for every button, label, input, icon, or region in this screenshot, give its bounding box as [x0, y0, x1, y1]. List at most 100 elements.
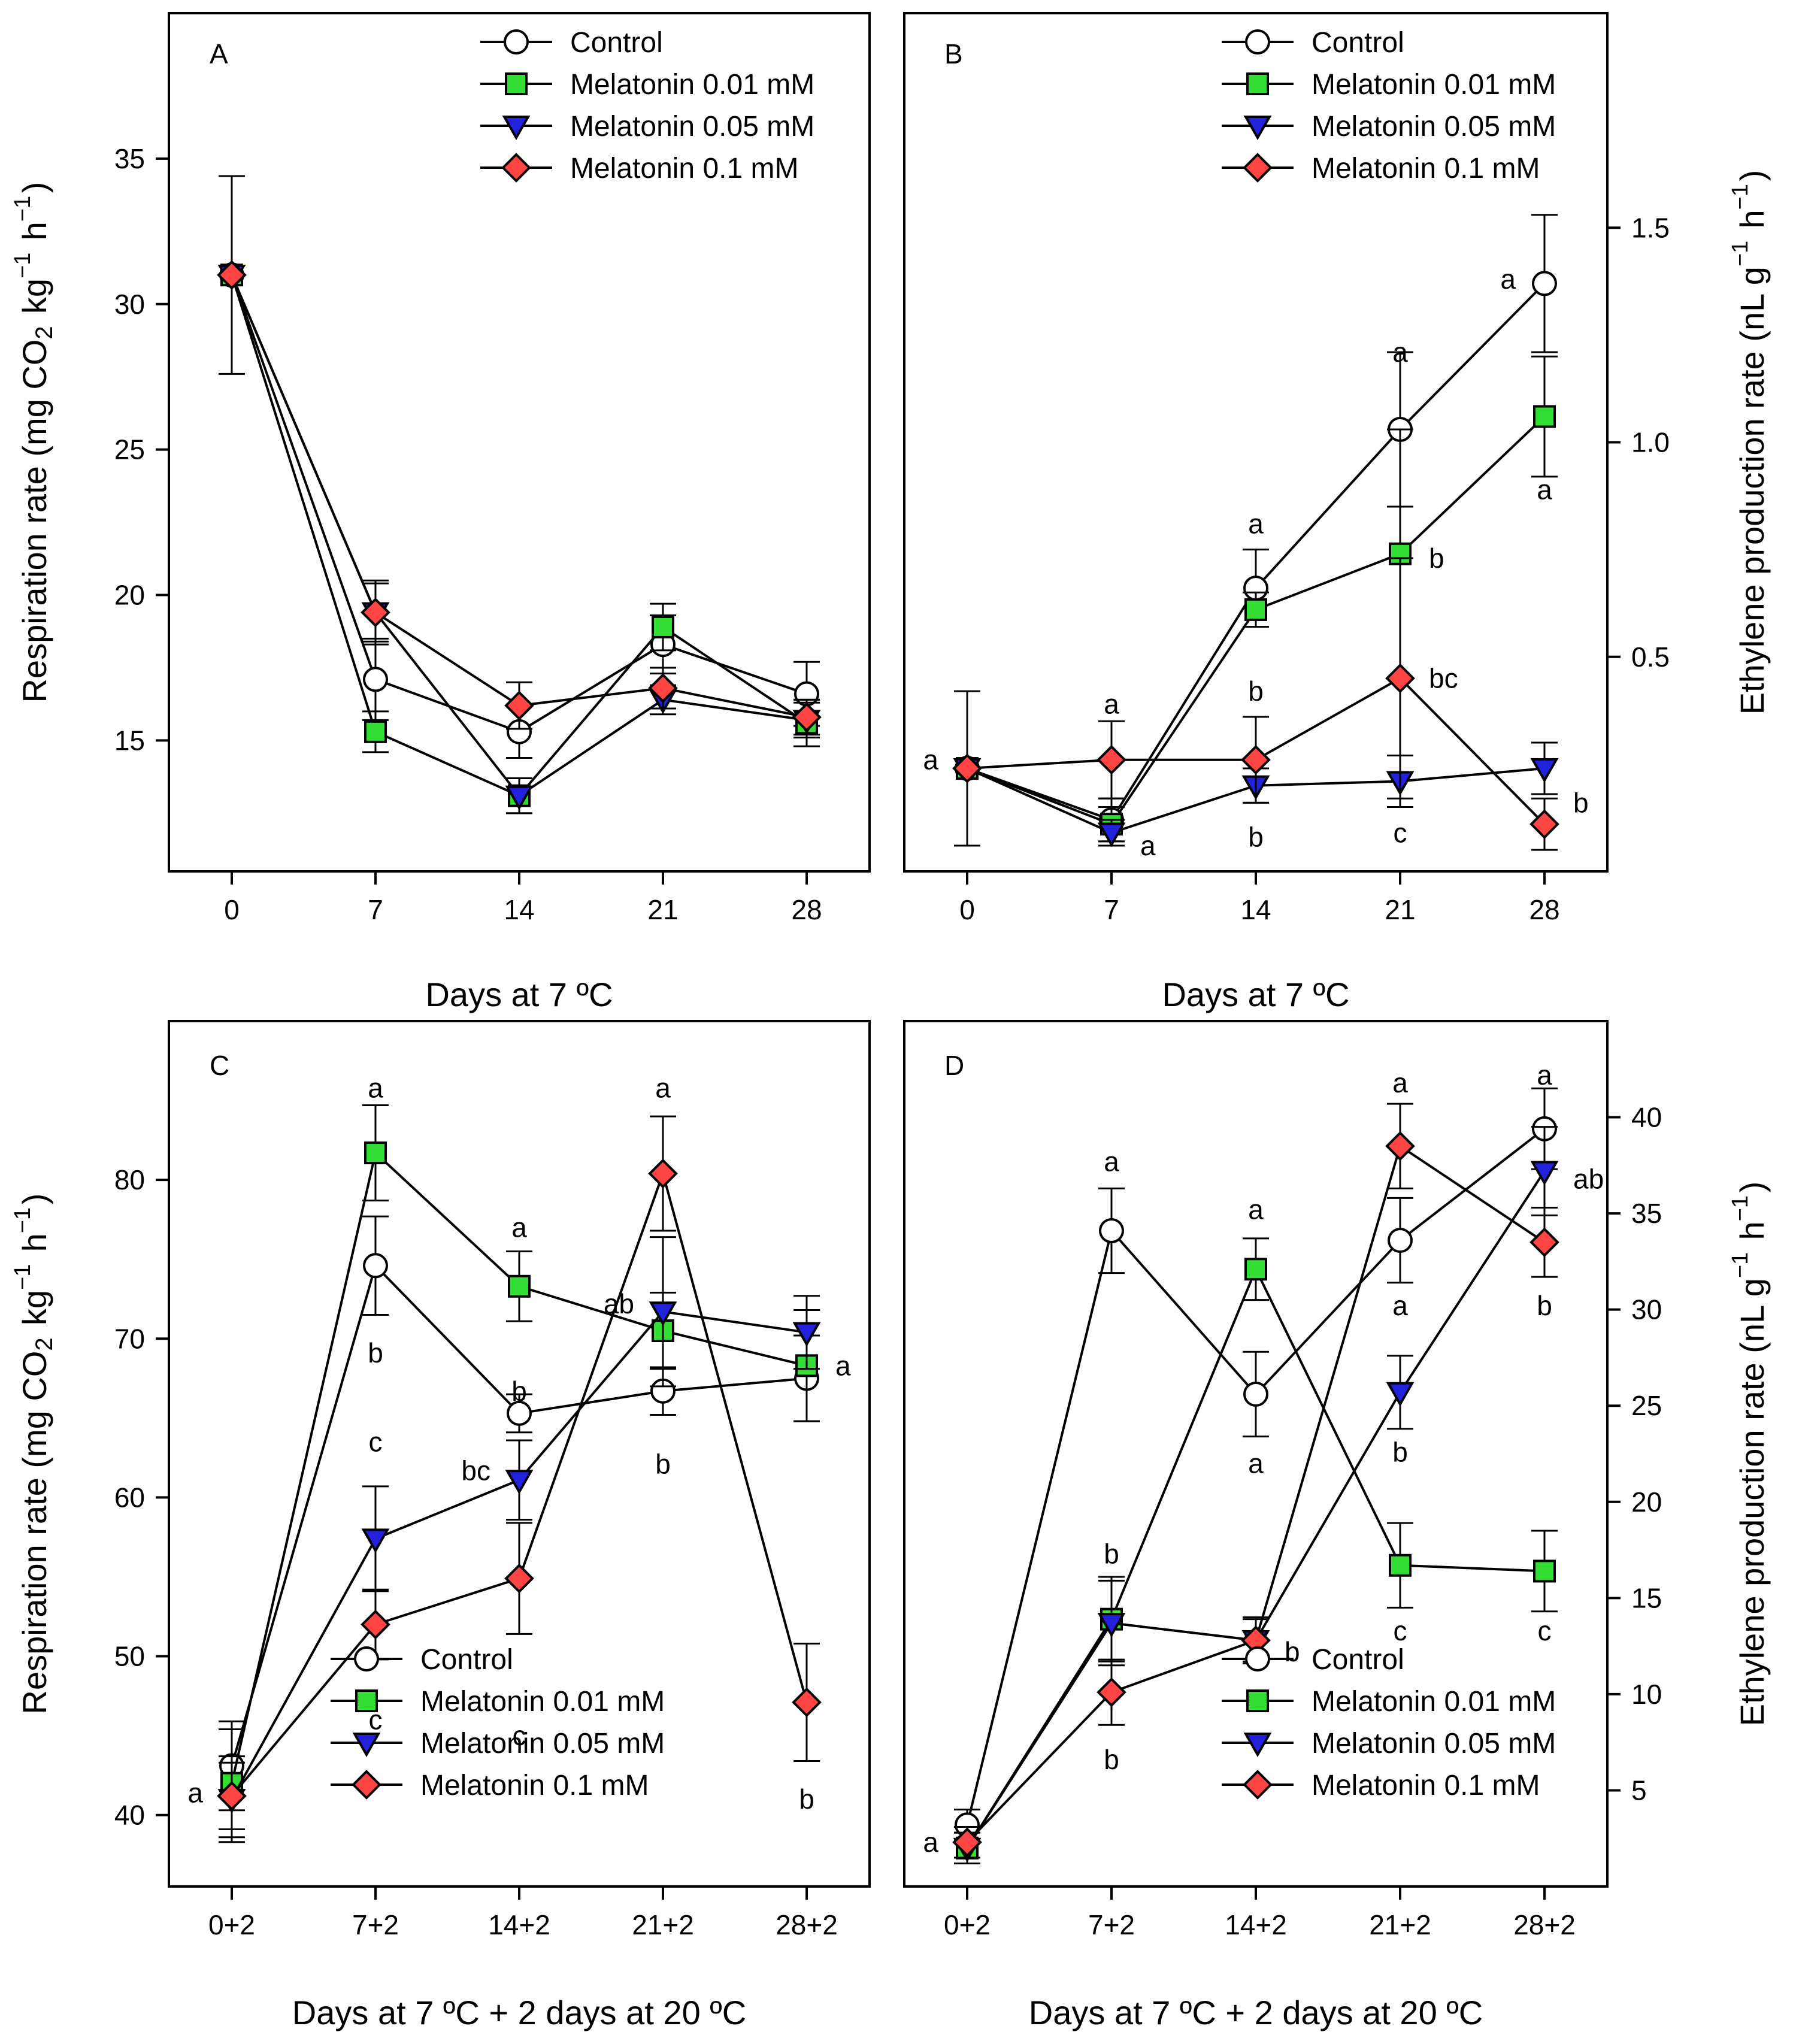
axis-title-part: 2 — [31, 1337, 57, 1350]
data-point — [1530, 1161, 1559, 1186]
axis-title-part — [1733, 1240, 1771, 1250]
significance-letter: ab — [1573, 1163, 1604, 1194]
data-point — [361, 1609, 390, 1640]
data-point — [952, 1827, 982, 1857]
data-point — [363, 667, 388, 692]
legend-marker — [352, 1733, 381, 1758]
y-tick-label: 0.5 — [1631, 641, 1670, 673]
data-point — [1241, 744, 1271, 775]
legend-label: Melatonin 0.01 mM — [1312, 1686, 1556, 1718]
data-point — [1386, 1382, 1415, 1407]
legend-marker — [502, 116, 531, 141]
data-point — [1385, 663, 1415, 694]
data-point — [792, 1687, 822, 1718]
significance-letter: b — [1429, 543, 1444, 574]
data-point — [792, 702, 822, 732]
data-point — [952, 753, 982, 783]
significance-letter: a — [187, 1777, 203, 1809]
significance-letter: b — [799, 1783, 814, 1815]
y-tick-label: 50 — [114, 1641, 145, 1672]
axis-title-part: Respiration rate (mg — [16, 1401, 53, 1715]
x-tick-label: 7+2 — [352, 1909, 399, 1940]
axis-title-part: ) — [16, 1194, 53, 1205]
x-tick-label: 7+2 — [1088, 1909, 1135, 1940]
data-point — [649, 1301, 677, 1327]
y-tick-label: 35 — [114, 143, 145, 174]
data-point — [1097, 1613, 1126, 1638]
legend: Control Melatonin 0.01 mM Melatonin 0.05 m… — [331, 1644, 665, 1801]
panel-a: 0 7 14 21 28 15 20 25 30 35 Days at 7 ºC Respiratio… — [10, 12, 871, 1013]
data-point — [1385, 1131, 1415, 1161]
data-point — [1533, 1560, 1556, 1583]
data-point — [1533, 405, 1556, 428]
axis-title-part: g — [1733, 1278, 1771, 1297]
y-tick-label: 1.5 — [1631, 212, 1670, 243]
x-tick-label: 28+2 — [1513, 1909, 1576, 1940]
series-melatonin-0-1-mm — [952, 557, 1559, 851]
legend-label: Melatonin 0.05 mM — [420, 1728, 665, 1760]
legend-marker — [1243, 1770, 1273, 1800]
y-axis-title: Ethylene production rate (nL g−1 h−1 ) — [1728, 170, 1771, 715]
panel-d: 0+2 7+2 14+2 21+2 28+2 5 10 15 20 25 30 35 40 Days at… — [903, 1020, 1771, 2031]
x-tick-label: 0 — [959, 894, 975, 925]
data-point — [364, 720, 387, 743]
data-point — [1243, 1381, 1268, 1407]
legend-marker — [354, 1646, 379, 1671]
x-tick-label: 21 — [647, 894, 678, 925]
significance-letter: a — [1500, 264, 1516, 295]
y-tick-label: 25 — [1631, 1390, 1662, 1421]
legend-label: Control — [570, 27, 663, 59]
axis-title-part: Respiration rate (mg — [16, 390, 53, 703]
y-axis-title: Ethylene production rate (nL g−1 h−1 ) — [1728, 1182, 1771, 1727]
x-tick-label: 21 — [1385, 894, 1415, 925]
significance-letter: b — [1248, 822, 1264, 853]
axis-title-part — [16, 240, 53, 250]
x-tick-label: 0+2 — [208, 1909, 255, 1940]
legend-marker — [1243, 116, 1272, 141]
data-point — [217, 260, 247, 290]
significance-letter: c — [513, 1720, 526, 1751]
panel-label: A — [210, 38, 228, 69]
x-tick-label: 0+2 — [944, 1909, 991, 1940]
data-point — [504, 691, 534, 720]
significance-letter: c — [369, 1427, 383, 1458]
data-point — [1530, 758, 1559, 783]
data-point — [361, 597, 390, 628]
axis-title-part: g — [1733, 267, 1771, 285]
axis-title-part: h — [1733, 1221, 1771, 1240]
data-point — [361, 1528, 390, 1554]
data-point — [1244, 1258, 1267, 1281]
legend-marker — [1243, 153, 1273, 183]
data-point — [1097, 1677, 1126, 1707]
legend-marker — [501, 153, 531, 183]
axis-title-part: ) — [1733, 1182, 1771, 1193]
axis-title-part — [16, 1252, 53, 1261]
significance-letter: ab — [604, 1288, 634, 1319]
significance-letter: a — [1104, 1146, 1119, 1177]
significance-letter: c — [1538, 1615, 1552, 1646]
significance-letter: b — [1104, 1538, 1119, 1569]
data-point — [1097, 822, 1126, 847]
legend-label: Melatonin 0.1 mM — [570, 153, 799, 184]
significance-letter: a — [655, 1072, 671, 1103]
data-point — [648, 673, 678, 703]
axis-title-part — [16, 1325, 53, 1335]
panel-c: 0+2 7+2 14+2 21+2 28+2 40 50 60 70 80 Days at 7 ºC… — [10, 1020, 871, 2031]
axis-title-part — [16, 314, 53, 323]
data-point — [1389, 1554, 1412, 1577]
x-tick-label: 21+2 — [632, 1909, 694, 1940]
legend-label: Melatonin 0.1 mM — [1312, 1770, 1540, 1801]
data-point — [507, 1400, 532, 1426]
x-axis-title: Days at 7 ºC — [425, 976, 613, 1013]
series-melatonin-0-1-mm — [217, 260, 822, 736]
significance-letter: b — [511, 1376, 527, 1407]
series-melatonin-0-01-mm — [954, 1237, 1558, 1864]
significance-letter: a — [1248, 1448, 1264, 1479]
y-tick-label: 10 — [1631, 1679, 1662, 1710]
axis-title-part: −1 — [1728, 241, 1753, 267]
data-point — [364, 1141, 387, 1165]
data-point — [508, 1274, 531, 1298]
panel-b: 0 7 14 21 28 0.5 1.0 1.5 Days at 7 ºC Ethylene pr… — [903, 12, 1771, 1013]
legend-marker — [1243, 1733, 1272, 1758]
